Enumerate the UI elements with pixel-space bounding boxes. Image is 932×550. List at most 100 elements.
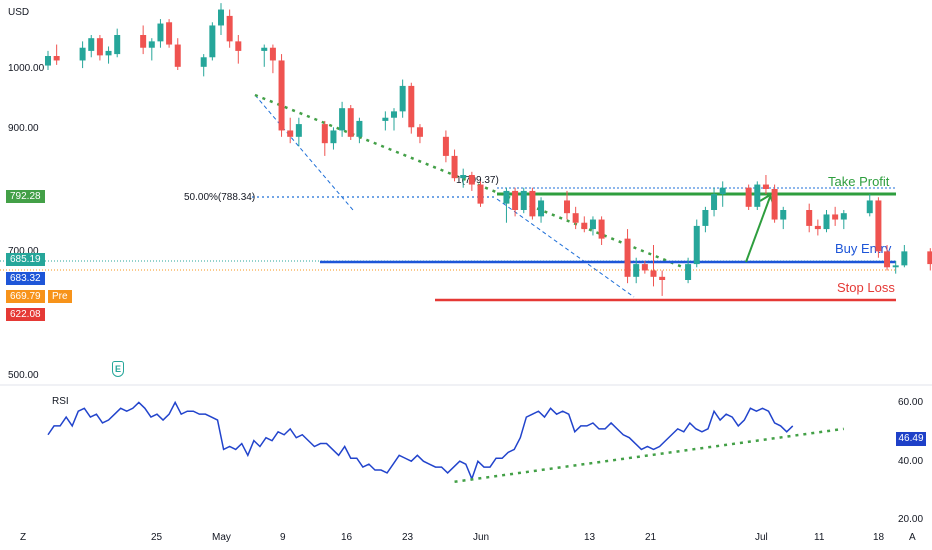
candle-body (166, 22, 173, 45)
rsi-value-tag: 46.49 (896, 432, 926, 446)
candle-body (330, 130, 337, 144)
candle-body (641, 264, 648, 271)
candle-body (538, 200, 545, 217)
candle-body (589, 219, 596, 230)
candle-body (529, 190, 536, 217)
buy-entry-label: Buy Entry (835, 241, 892, 256)
take-profit-price-tag: 792.28 (6, 190, 45, 203)
date-tick: 13 (584, 532, 596, 543)
candle-body (901, 251, 908, 266)
candle-body (771, 189, 778, 220)
candle-body (823, 214, 830, 230)
candle-body (806, 210, 813, 226)
candle-body (702, 210, 709, 226)
candle-body (105, 50, 112, 56)
last-close-price-tag: 685.19 (6, 253, 45, 266)
candle-body (572, 213, 579, 223)
date-tick: May (212, 532, 231, 543)
candle-body (416, 127, 423, 137)
premarket-badge: Pre (48, 290, 72, 303)
candle-body (840, 213, 847, 220)
candle-body (659, 276, 666, 280)
candle-body (218, 9, 224, 26)
candle-body (719, 187, 726, 195)
candle-body (287, 130, 294, 137)
candle-body (88, 38, 95, 51)
candle-body (96, 38, 103, 56)
candle-body (745, 187, 752, 207)
candle-body (200, 57, 207, 67)
candle-body (53, 56, 60, 61)
candle-body (866, 200, 873, 214)
auto-scale-toggle[interactable]: A (909, 532, 916, 543)
drawings[interactable]: 50.00%(788.34) 1(799.37) Take Profit Buy… (0, 93, 896, 302)
candle-body (460, 175, 467, 179)
rsi-title: RSI (52, 396, 69, 407)
premarket-price-tag: 669.79 (6, 290, 45, 303)
candle-body (711, 194, 718, 210)
date-tick: 9 (280, 532, 286, 543)
candle-body (174, 44, 181, 67)
earnings-icon[interactable]: E (112, 361, 124, 377)
candle-body (408, 85, 415, 128)
candle-body (762, 184, 769, 189)
candle-body (814, 225, 821, 230)
candle-body (157, 23, 164, 42)
take-profit-label: Take Profit (828, 174, 890, 189)
rsi-tick: 60.00 (898, 397, 923, 408)
candle-body (520, 190, 527, 210)
candle-body (347, 108, 354, 137)
candle-body (832, 214, 839, 220)
candle-body (685, 264, 692, 280)
candle-body (226, 15, 233, 42)
currency-label: USD (8, 7, 29, 18)
candle-body (321, 124, 328, 144)
candle-body (339, 108, 346, 131)
candle-body (209, 25, 216, 58)
candle-body (564, 200, 570, 214)
rsi-pane[interactable]: RSI (47, 396, 844, 484)
candle-body (892, 265, 899, 268)
candle-body (503, 190, 510, 204)
date-tick: Jul (755, 532, 768, 543)
stop-loss-price-tag: 622.08 (6, 308, 45, 321)
time-zone-label[interactable]: Z (20, 532, 26, 543)
candle-body (45, 56, 51, 66)
candle-body (140, 35, 147, 48)
candle-body (650, 270, 657, 277)
candle-body (269, 47, 276, 61)
candle-body (295, 124, 302, 137)
fib-diagonal-1 (254, 94, 354, 211)
candle-body (261, 47, 268, 51)
date-tick: 16 (341, 532, 353, 543)
candle-body (235, 41, 242, 51)
candle-body (356, 120, 363, 137)
price-axis[interactable]: 1000.00 900.00 700.00 500.00 (8, 63, 45, 381)
candle-body (391, 111, 397, 118)
rsi-tick: 20.00 (898, 514, 923, 525)
candle-body (278, 60, 285, 131)
candle-body (598, 219, 605, 239)
candle-body (148, 41, 155, 48)
candle-body (884, 251, 891, 268)
rsi-tick: 40.00 (898, 456, 923, 467)
rsi-series-line (47, 400, 794, 481)
time-axis[interactable]: Z 25 May 9 16 23 Jun 13 21 Jul 11 18 A (20, 532, 916, 543)
candle-body (875, 200, 882, 252)
candle-body (451, 155, 458, 179)
fib-50-label: 50.00%(788.34) (184, 192, 255, 203)
candle-body (468, 175, 475, 185)
date-tick: 23 (402, 532, 414, 543)
date-tick: 11 (814, 532, 825, 543)
date-tick: 21 (645, 532, 657, 543)
candle-body (780, 210, 787, 220)
price-tick: 500.00 (8, 370, 39, 381)
candle-body (399, 85, 406, 112)
candle-body (693, 225, 700, 265)
rsi-axis[interactable]: 60.00 40.00 20.00 (898, 397, 923, 525)
candle-body (79, 47, 86, 61)
price-tick: 1000.00 (8, 63, 45, 74)
price-tick: 900.00 (8, 123, 39, 134)
date-tick: 18 (873, 532, 885, 543)
